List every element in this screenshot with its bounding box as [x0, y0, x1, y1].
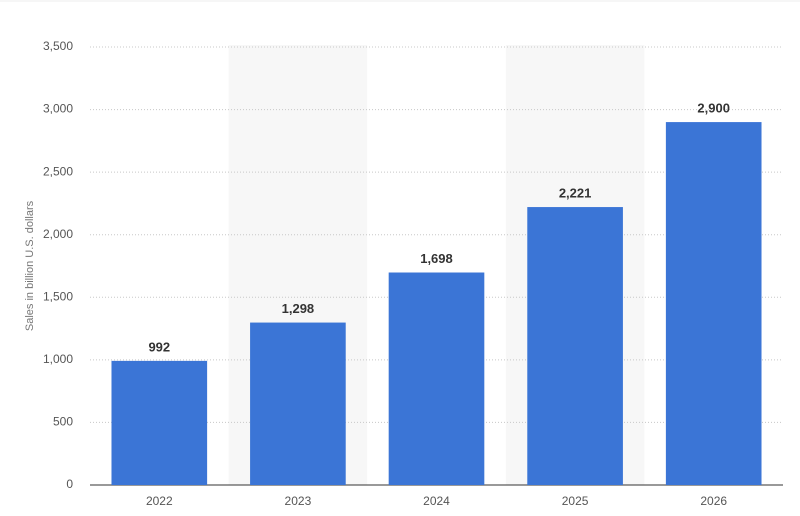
y-tick-label: 2,500	[43, 164, 73, 178]
x-tick-label: 2024	[423, 494, 450, 508]
y-tick-label: 3,500	[43, 39, 73, 53]
y-tick-label: 1,500	[43, 289, 73, 303]
y-axis-label: Sales in billion U.S. dollars	[24, 200, 36, 331]
bar	[665, 122, 762, 485]
bar	[111, 360, 208, 485]
bar	[250, 322, 346, 485]
value-label: 992	[148, 339, 170, 354]
x-tick-label: 2025	[562, 494, 589, 508]
y-tick-label: 1,000	[43, 352, 73, 366]
y-tick-label: 2,000	[43, 227, 73, 241]
x-tick-label: 2026	[700, 494, 727, 508]
y-tick-label: 500	[53, 415, 73, 429]
value-label: 1,698	[420, 251, 453, 266]
y-tick-label: 0	[66, 477, 73, 491]
x-tick-label: 2023	[285, 494, 312, 508]
y-tick-label: 3,000	[43, 102, 73, 116]
bar	[388, 272, 485, 485]
value-label: 2,900	[697, 101, 730, 116]
bar	[527, 207, 623, 485]
x-tick-label: 2022	[146, 494, 173, 508]
value-label: 1,298	[282, 301, 315, 316]
value-label: 2,221	[559, 185, 592, 200]
